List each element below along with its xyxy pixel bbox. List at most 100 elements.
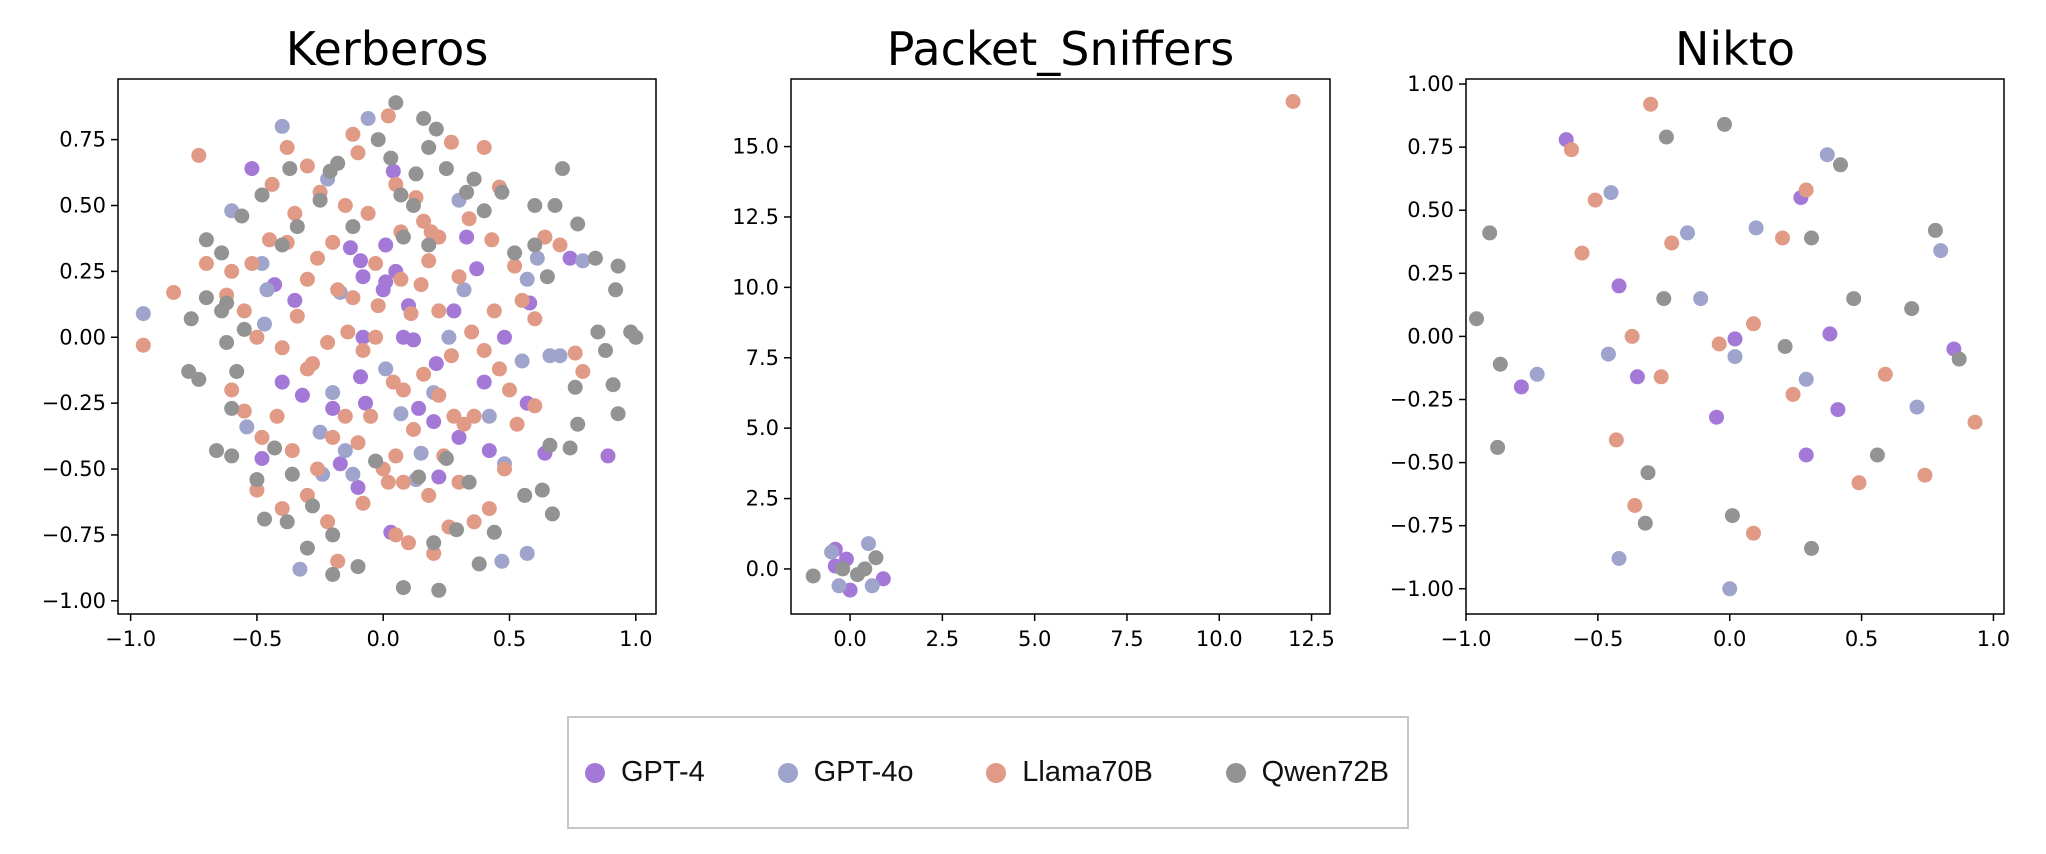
panel-title-packet-sniffers: Packet_Sniffers (887, 22, 1235, 76)
point-llama70b (320, 514, 336, 530)
point-gpt-4 (1611, 278, 1627, 294)
point-qwen72b (214, 303, 230, 319)
y-tick-label: −1.00 (1390, 577, 1454, 601)
y-tick-label: 15.0 (732, 135, 779, 159)
point-qwen72b (570, 416, 586, 432)
point-gpt-4o (1819, 147, 1835, 163)
y-tick-label: 0.50 (1407, 198, 1454, 222)
point-gpt-4o (456, 282, 472, 298)
legend-item-llama70b: Llama70B (986, 756, 1153, 789)
legend-label-llama70b: Llama70B (1022, 756, 1153, 788)
y-tick-label: −0.25 (42, 391, 106, 415)
x-tick-label: 0.0 (367, 627, 400, 651)
point-gpt-4 (358, 395, 373, 411)
point-qwen72b (234, 208, 250, 224)
point-gpt-4o (519, 271, 535, 287)
series-llama70b-nikto (1564, 96, 1983, 541)
point-qwen72b (411, 469, 427, 485)
point-llama70b (567, 345, 583, 361)
point-qwen72b (608, 282, 624, 298)
point-qwen72b (224, 400, 240, 416)
point-gpt-4 (431, 469, 447, 485)
point-llama70b (1917, 467, 1933, 483)
point-qwen72b (229, 364, 245, 379)
point-llama70b (1643, 96, 1659, 112)
legend-label-gpt-4o: GPT-4o (813, 756, 914, 788)
point-llama70b (416, 366, 432, 382)
series-gpt-4-nikto (1513, 132, 1962, 463)
point-llama70b (575, 364, 591, 379)
point-llama70b (423, 224, 439, 240)
point-llama70b (1624, 328, 1640, 344)
point-qwen72b (249, 472, 265, 488)
point-qwen72b (1804, 540, 1819, 556)
y-tick-label: −1.00 (42, 589, 106, 613)
point-llama70b (443, 134, 459, 150)
point-gpt-4o (257, 316, 272, 332)
point-llama70b (1877, 366, 1893, 382)
point-llama70b (284, 443, 300, 459)
point-llama70b (269, 408, 285, 424)
point-llama70b (249, 482, 265, 498)
point-gpt-4 (1798, 447, 1814, 463)
x-tick-label: −0.5 (1572, 627, 1623, 651)
series-gpt-4-packet-sniffers (827, 541, 891, 598)
x-tick-label: 0.0 (833, 627, 866, 651)
point-gpt-4 (244, 161, 260, 177)
point-qwen72b (835, 561, 851, 577)
point-gpt-4 (459, 229, 475, 245)
panel-title-nikto: Nikto (1675, 22, 1795, 76)
point-gpt-4o (1680, 225, 1695, 241)
point-gpt-4o (519, 545, 535, 561)
point-qwen72b (610, 406, 626, 422)
point-llama70b (481, 501, 497, 517)
point-llama70b (337, 198, 353, 213)
point-qwen72b (274, 237, 290, 253)
point-qwen72b (1833, 157, 1848, 173)
point-gpt-4o (312, 424, 328, 440)
point-llama70b (1746, 525, 1761, 541)
point-llama70b (360, 205, 376, 221)
point-gpt-4o (393, 406, 409, 422)
x-tick-label: 7.5 (1110, 627, 1143, 651)
y-tick-label: 0.75 (1407, 135, 1454, 159)
point-llama70b (406, 422, 421, 437)
point-qwen72b (395, 229, 411, 245)
point-gpt-4 (287, 292, 303, 308)
point-llama70b (254, 429, 270, 445)
point-gpt-4o (861, 536, 876, 552)
point-gpt-4o (1727, 349, 1743, 365)
point-gpt-4 (1709, 409, 1724, 425)
point-qwen72b (421, 140, 437, 155)
x-tick-label: −0.5 (231, 627, 282, 651)
x-tick-label: 10.0 (1196, 627, 1243, 651)
point-llama70b (320, 335, 336, 350)
point-qwen72b (567, 379, 583, 395)
y-tick-label: 10.0 (732, 275, 779, 299)
point-llama70b (466, 514, 482, 530)
point-gpt-4o (413, 445, 429, 461)
point-llama70b (443, 348, 459, 364)
point-qwen72b (1724, 508, 1740, 524)
point-qwen72b (191, 371, 207, 387)
point-llama70b (350, 145, 366, 161)
point-gpt-4o (135, 306, 151, 322)
point-llama70b (1664, 235, 1680, 251)
point-gpt-4 (428, 356, 444, 372)
point-llama70b (393, 271, 409, 287)
point-gpt-4o (259, 282, 275, 298)
point-llama70b (486, 303, 502, 319)
y-tick-label: 0.50 (59, 194, 106, 218)
point-qwen72b (1492, 356, 1508, 372)
y-tick-label: 7.5 (746, 346, 779, 370)
point-qwen72b (517, 487, 533, 503)
point-gpt-4o (1529, 366, 1545, 382)
point-llama70b (299, 158, 315, 174)
point-qwen72b (431, 582, 447, 598)
point-llama70b (380, 108, 396, 124)
point-llama70b (289, 308, 305, 324)
point-llama70b (330, 282, 346, 298)
point-qwen72b (393, 187, 409, 203)
point-llama70b (401, 535, 416, 551)
point-llama70b (370, 298, 386, 314)
